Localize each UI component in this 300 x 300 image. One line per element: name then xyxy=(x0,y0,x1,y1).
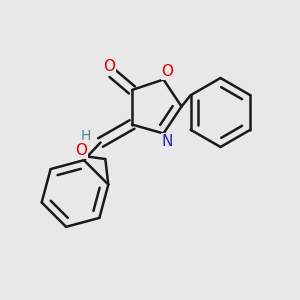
Text: N: N xyxy=(162,134,173,149)
Text: H: H xyxy=(80,129,91,142)
Text: O: O xyxy=(103,59,116,74)
Text: O: O xyxy=(161,64,173,79)
Text: O: O xyxy=(75,143,87,158)
